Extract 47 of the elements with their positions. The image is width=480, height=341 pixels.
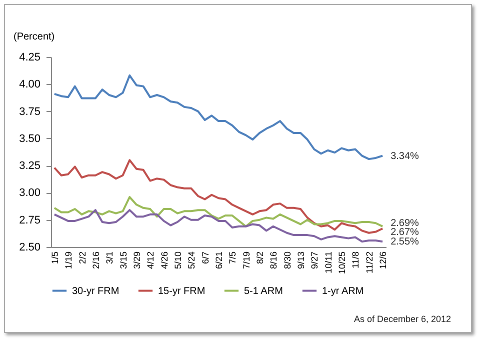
legend-label: 15-yr FRM bbox=[158, 286, 206, 297]
x-tick-label: 5/24 bbox=[186, 252, 197, 270]
y-tick-label: 4.25 bbox=[19, 52, 40, 64]
annotation: 2.69% bbox=[390, 218, 420, 230]
y-axis-title: (Percent) bbox=[14, 32, 55, 42]
line-series bbox=[53, 209, 384, 243]
x-tick-label: 8/30 bbox=[282, 252, 292, 270]
x-tick-label: 2/16 bbox=[90, 252, 101, 270]
x-tick-label: 4/12 bbox=[146, 252, 156, 270]
x-tick-label: 8/2 bbox=[255, 252, 266, 264]
y-tick-label: 3.00 bbox=[19, 187, 40, 200]
line-series bbox=[53, 159, 384, 234]
y-tick-label: 3.50 bbox=[19, 132, 40, 145]
x-tick-label: 6/21 bbox=[214, 252, 224, 270]
x-tick-label: 9/13 bbox=[296, 252, 306, 270]
x-tick-label: 8/16 bbox=[268, 252, 279, 270]
line-series bbox=[53, 74, 384, 160]
x-tick-label: 3/15 bbox=[118, 252, 128, 270]
y-tick-label: 2.50 bbox=[19, 242, 40, 254]
x-tick-label: 7/19 bbox=[241, 252, 252, 270]
y-tick-label: 3.25 bbox=[19, 160, 40, 172]
text: As of December 6, 2012 bbox=[354, 314, 451, 324]
legend-label: 5-1 ARM bbox=[244, 286, 283, 297]
x-tick-label: 2/2 bbox=[77, 252, 88, 264]
x-tick-label: 5/10 bbox=[172, 252, 183, 270]
x-tick-label: 1/19 bbox=[64, 252, 74, 270]
line-series bbox=[53, 196, 384, 228]
x-tick-label: 12/6 bbox=[378, 252, 388, 270]
x-tick-label: 1/5 bbox=[50, 252, 60, 264]
x-tick-label: 6/7 bbox=[200, 252, 210, 264]
x-tick-label: 11/22 bbox=[364, 252, 374, 274]
y-tick-label: 3.75 bbox=[19, 106, 40, 118]
x-tick-label: 10/25 bbox=[337, 252, 348, 274]
annotation: 2.55% bbox=[390, 236, 420, 248]
x-tick-label: 7/5 bbox=[228, 252, 238, 264]
x-tick-label: 3/1 bbox=[104, 252, 115, 264]
legend-label: 30-yr FRM bbox=[72, 286, 120, 297]
y-tick-label: 2.75 bbox=[19, 214, 40, 226]
x-tick-label: 3/29 bbox=[132, 252, 142, 270]
annotation: 3.34% bbox=[390, 150, 420, 162]
y-tick-label: 4.00 bbox=[19, 78, 40, 91]
legend-label: 1-yr ARM bbox=[322, 286, 364, 297]
x-tick-label: 4/26 bbox=[159, 252, 170, 270]
annotation: 2.67% bbox=[390, 226, 420, 238]
x-tick-label: 9/27 bbox=[310, 252, 320, 270]
x-tick-label: 10/11 bbox=[323, 252, 334, 274]
x-tick-label: 11/8 bbox=[350, 252, 361, 268]
